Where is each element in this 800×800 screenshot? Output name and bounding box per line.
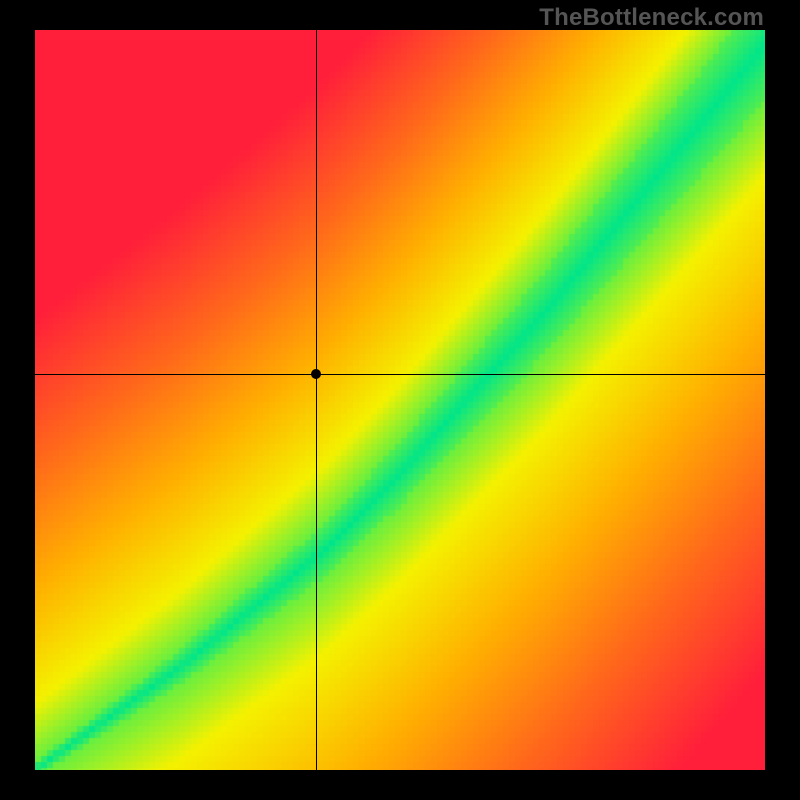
crosshair-horizontal [35, 374, 765, 375]
chart-frame: TheBottleneck.com [0, 0, 800, 800]
crosshair-marker[interactable] [311, 369, 321, 379]
crosshair-vertical [316, 30, 317, 770]
heatmap-canvas [35, 30, 765, 770]
watermark-text: TheBottleneck.com [539, 4, 764, 32]
heatmap-plot [35, 30, 765, 770]
